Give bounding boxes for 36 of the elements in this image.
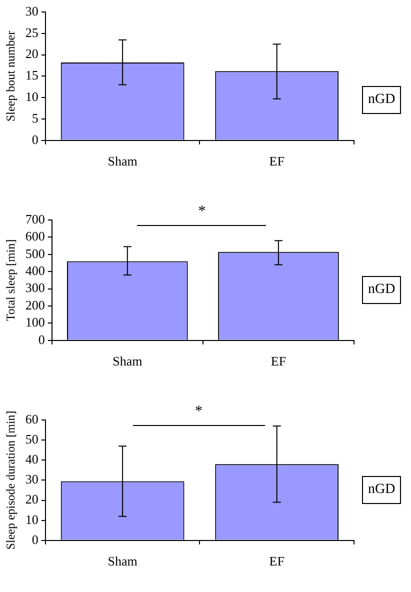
y-tick-label: 50 [25, 431, 38, 446]
text: nGD [362, 86, 402, 114]
y-tick-label: 5 [32, 110, 38, 126]
y-tick-label: 0 [38, 332, 45, 347]
y-tick-label: 100 [25, 314, 45, 330]
x-tick-label: Sham [108, 154, 138, 169]
x-tick-label: Sham [112, 354, 142, 369]
y-tick-label: 20 [25, 46, 38, 62]
y-tick-label: 10 [25, 512, 38, 527]
text: nGD [362, 476, 402, 504]
y-tick-label: 600 [25, 228, 45, 244]
y-axis-title: Total sleep [min] [3, 239, 18, 322]
y-tick-label: 15 [25, 68, 38, 83]
y-tick-label: 0 [32, 532, 38, 547]
y-tick-label: 40 [25, 452, 38, 467]
x-tick-label: EF [270, 354, 286, 369]
y-tick-label: 0 [32, 132, 38, 147]
y-tick-label: 200 [25, 297, 45, 312]
y-axis-title: Sleep bout number [3, 30, 18, 122]
y-tick-label: 25 [25, 24, 38, 40]
y-axis-title: Sleep episode duration [min] [3, 410, 18, 550]
y-tick-label: 400 [25, 263, 45, 278]
y-tick-label: 500 [25, 246, 45, 261]
x-tick-label: EF [269, 154, 284, 169]
text: * [198, 203, 206, 220]
y-tick-label: 20 [25, 492, 38, 507]
y-tick-label: 10 [25, 89, 38, 104]
y-tick-label: 300 [25, 280, 45, 296]
y-tick-label: 30 [25, 472, 38, 487]
y-tick-label: 30 [25, 3, 38, 18]
x-tick-label: EF [269, 554, 284, 569]
y-tick-label: 60 [25, 411, 38, 426]
text: * [194, 403, 202, 420]
y-tick-label: 700 [25, 211, 45, 226]
text: nGD [362, 276, 402, 304]
x-tick-label: Sham [108, 554, 138, 569]
